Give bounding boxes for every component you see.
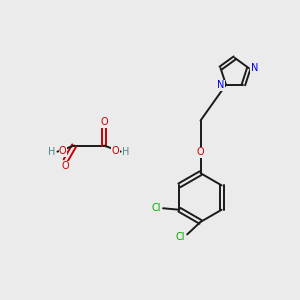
Text: H: H <box>48 147 56 157</box>
Text: O: O <box>62 161 69 171</box>
Text: Cl: Cl <box>152 203 161 213</box>
Text: O: O <box>59 146 67 156</box>
Text: O: O <box>100 117 108 128</box>
Text: Cl: Cl <box>176 232 185 242</box>
Text: O: O <box>112 146 119 156</box>
Text: N: N <box>217 80 224 90</box>
Text: O: O <box>197 147 204 158</box>
Text: H: H <box>122 147 130 157</box>
Text: N: N <box>250 62 258 73</box>
